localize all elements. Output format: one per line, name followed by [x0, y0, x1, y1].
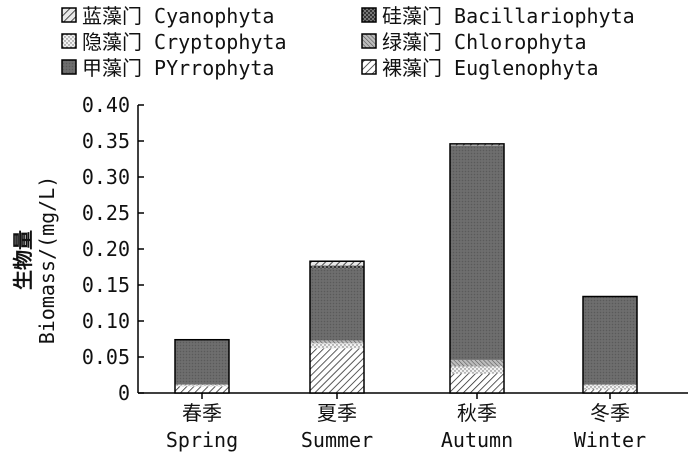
bar-segment-summer-chlorophyta	[310, 340, 364, 344]
bar-segment-autumn-pyrrophyta	[450, 145, 504, 360]
y-tick-label: 0	[118, 381, 130, 405]
y-tick-label: 0.10	[82, 309, 130, 333]
y-axis-label-cn: 生物量	[11, 230, 35, 290]
bar-segment-summer-cryptophyta	[310, 343, 364, 349]
bar-segment-winter-chlorophyta	[583, 384, 637, 386]
bar-segment-summer-cyanophyta	[310, 261, 364, 266]
legend-swatch-cryptophyta	[61, 33, 77, 49]
x-tick-label: Winter	[574, 428, 646, 452]
x-tick-label-cn: 夏季	[317, 401, 357, 425]
x-tick-label-cn: 秋季	[457, 401, 497, 425]
legend-swatch-euglenophyta	[361, 59, 377, 75]
bar-segment-summer-bacillariophyta	[310, 265, 364, 269]
x-tick-label-cn: 春季	[182, 401, 222, 425]
x-tick-label: Summer	[301, 428, 373, 452]
y-tick-label: 0.25	[82, 201, 130, 225]
bar-segment-summer-euglenophyta	[310, 348, 364, 393]
x-categories: 春季 Spring 夏季 Summer 秋季 Autumn 冬季 Winter	[166, 393, 646, 452]
legend-swatch-pyrrophyta	[61, 59, 77, 75]
bar-segment-spring-pyrrophyta	[175, 339, 229, 385]
bar-segment-autumn-cryptophyta	[450, 366, 504, 374]
x-tick-label-cn: 冬季	[590, 401, 630, 425]
y-tick-label: 0.20	[82, 237, 130, 261]
legend-label-pyrrophyta: 甲藻门 PYrrophyta	[82, 56, 274, 80]
y-tick-label: 0.35	[82, 129, 130, 153]
legend-label-chlorophyta: 绿藻门 Chlorophyta	[382, 30, 587, 54]
bar-segment-winter-euglenophyta	[583, 389, 637, 393]
legend-swatch-bacillariophyta	[361, 7, 377, 23]
bar-segment-spring-chlorophyta	[175, 384, 229, 386]
legend-label-cyanophyta: 蓝藻门 Cyanophyta	[82, 4, 274, 28]
bars	[174, 143, 638, 394]
legend-label-cryptophyta: 隐藻门 Cryptophyta	[82, 30, 287, 54]
bar-segment-autumn-euglenophyta	[450, 373, 504, 393]
y-axis-label: 生物量 Biomass/(mg/L)	[11, 176, 59, 345]
bar-segment-summer-pyrrophyta	[310, 268, 364, 341]
legend-label-euglenophyta: 裸藻门 Euglenophyta	[382, 56, 599, 80]
y-ticks: 0 0.05 0.10 0.15 0.20 0.25 0.30 0.35 0.40	[82, 93, 144, 405]
bar-segment-spring-euglenophyta	[175, 386, 229, 393]
legend: 蓝藻门 Cyanophyta 硅藻门 Bacillariophyta 隐藻门 Cry…	[61, 4, 635, 80]
bar-segment-autumn-chlorophyta	[450, 359, 504, 367]
x-tick-label: Spring	[166, 428, 238, 452]
y-tick-label: 0.40	[82, 93, 130, 117]
x-tick-label: Autumn	[441, 428, 513, 452]
y-tick-label: 0.05	[82, 345, 130, 369]
y-tick-label: 0.30	[82, 165, 130, 189]
bar-segment-winter-cryptophyta	[583, 385, 637, 390]
legend-label-bacillariophyta: 硅藻门 Bacillariophyta	[382, 4, 635, 28]
y-axis-label-en: Biomass/(mg/L)	[35, 176, 59, 345]
legend-swatch-cyanophyta	[61, 7, 77, 23]
legend-swatch-chlorophyta	[361, 33, 377, 49]
bar-segment-winter-pyrrophyta	[583, 296, 637, 385]
bar-segment-spring-cryptophyta	[175, 385, 229, 387]
y-tick-label: 0.15	[82, 273, 130, 297]
